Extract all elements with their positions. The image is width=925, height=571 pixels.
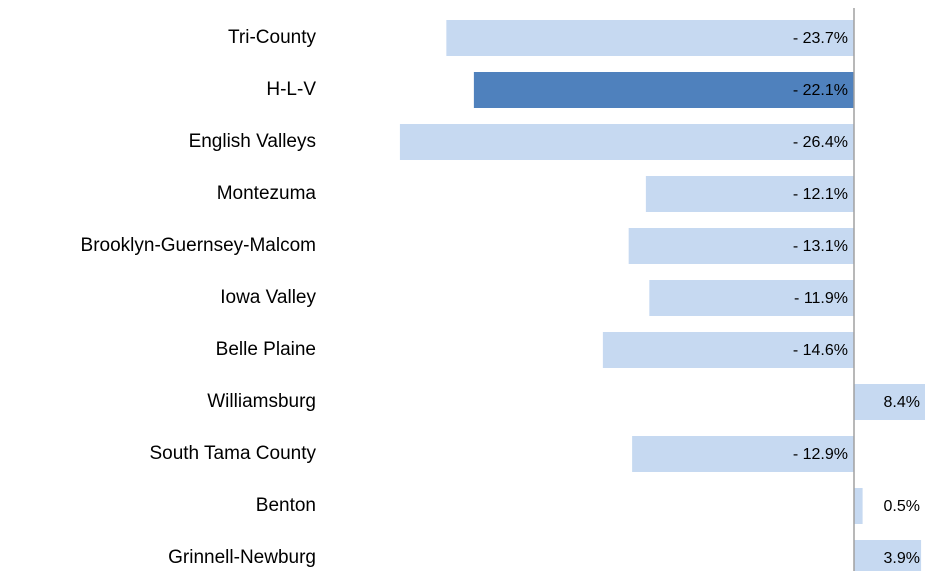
bar [602, 332, 854, 368]
value-label: - 11.9% [794, 290, 848, 307]
category-label: Tri-County [228, 27, 316, 48]
bar [632, 436, 854, 472]
category-label: Williamsburg [207, 391, 316, 412]
bar [473, 72, 854, 108]
value-label: 8.4% [884, 394, 920, 411]
bar [854, 384, 925, 420]
value-label: - 26.4% [793, 134, 848, 151]
value-label: - 14.6% [793, 342, 848, 359]
value-label: - 12.1% [793, 186, 848, 203]
bar [628, 228, 854, 264]
category-label: English Valleys [189, 131, 316, 152]
value-label: - 22.1% [793, 82, 848, 99]
category-label: Belle Plaine [216, 339, 316, 360]
bar [399, 124, 854, 160]
bar [854, 540, 922, 571]
category-label: Grinnell-Newburg [168, 547, 316, 568]
value-label: - 23.7% [793, 30, 848, 47]
value-label: - 13.1% [793, 238, 848, 255]
bar [649, 280, 854, 316]
category-label: Iowa Valley [220, 287, 316, 308]
category-label: H-L-V [266, 79, 316, 100]
bar [854, 488, 863, 524]
category-label: Benton [256, 495, 316, 516]
category-label: South Tama County [149, 443, 316, 464]
value-label: 0.5% [884, 498, 920, 515]
category-label: Brooklyn-Guernsey-Malcom [81, 235, 316, 256]
value-label: - 12.9% [793, 446, 848, 463]
category-label: Montezuma [217, 183, 317, 204]
value-label: 3.9% [884, 550, 920, 567]
bar [446, 20, 854, 56]
bar [645, 176, 854, 212]
